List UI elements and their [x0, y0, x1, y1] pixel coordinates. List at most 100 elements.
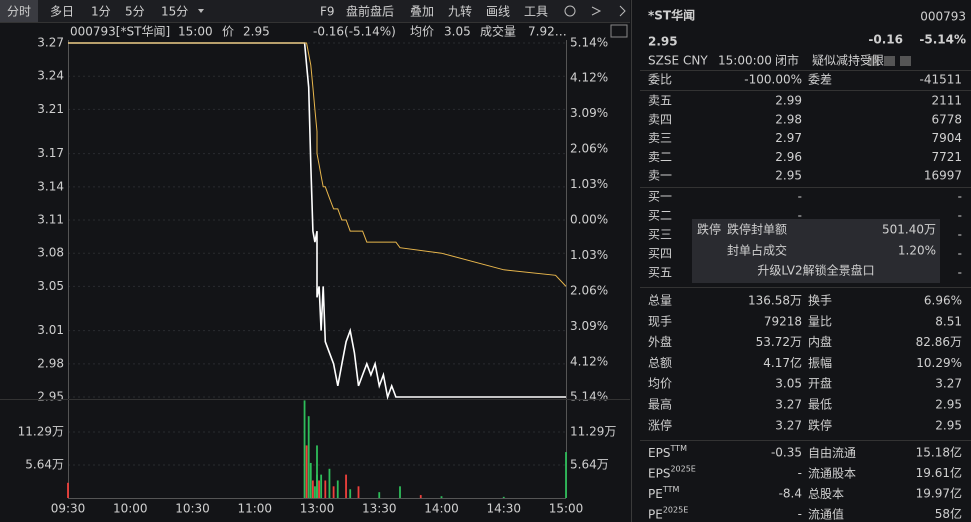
volume-bar: [345, 474, 347, 498]
fund-label: 流通值: [808, 506, 844, 521]
upgrade-link[interactable]: 升级LV2解锁全景盘口: [757, 263, 874, 278]
y-tick-label: 3.27: [37, 36, 64, 50]
value: -100.00%: [744, 73, 802, 87]
toolbar-tab[interactable]: 1分: [91, 5, 111, 19]
volume-bar: [332, 486, 335, 498]
level-volume: 16997: [924, 169, 962, 183]
stat-value: 53.72万: [756, 335, 802, 349]
stock-code: 000793: [920, 10, 966, 24]
stat-value: 3.27: [775, 418, 802, 432]
limit-value: 501.40万: [882, 223, 936, 237]
stat-label: 最低: [808, 398, 832, 412]
level-label: 买二: [648, 209, 672, 223]
expand-icon[interactable]: [619, 5, 626, 17]
fund-label-sup: 2025E: [663, 505, 688, 514]
edit-icon[interactable]: [900, 56, 911, 66]
fund-label-main: 总股本: [808, 487, 844, 501]
volume-bar: [328, 468, 331, 498]
fund-value: 19.61亿: [916, 465, 962, 480]
quote-info: SZSE: [648, 54, 679, 68]
header-value: 成交量: [480, 24, 516, 39]
toolbar-button[interactable]: 工具: [524, 5, 548, 19]
toolbar-button[interactable]: 九转: [448, 4, 472, 19]
y2-tick-label: 1.03%: [570, 248, 608, 262]
quote-info: 15:00:00: [718, 54, 772, 68]
level-label: 买三: [648, 228, 672, 242]
level-volume: -: [958, 266, 962, 280]
level-label: 买五: [648, 266, 672, 280]
toolbar-button[interactable]: F9: [320, 5, 335, 19]
fund-label: 总股本: [808, 487, 844, 501]
stat-label: 现手: [648, 314, 672, 328]
y-tick-label: 2.98: [37, 356, 64, 370]
stat-label: 外盘: [648, 334, 672, 349]
toolbar-tab[interactable]: 分时: [7, 5, 31, 19]
y2-tick-label: 4.12%: [570, 71, 608, 85]
x-tick-label: 10:30: [175, 502, 210, 516]
volume-bar: [324, 480, 327, 498]
settings-icon[interactable]: [564, 5, 576, 17]
level-label: 卖五: [648, 94, 672, 108]
fund-label-main: 自由流通: [808, 446, 856, 460]
volume-bar: [399, 486, 401, 498]
stat-value: 3.05: [775, 377, 802, 391]
volume-bar: [320, 474, 323, 498]
level-price: 2.99: [775, 94, 802, 108]
stat-value: 8.51: [935, 314, 962, 328]
stat-value: 2.95: [935, 398, 962, 412]
x-tick-label: 10:00: [113, 502, 148, 516]
fund-label: PE2025E: [648, 505, 688, 521]
y-tick-label: 3.14: [37, 179, 64, 193]
stat-value: 2.95: [935, 418, 962, 432]
limit-label: 跌停封单额: [727, 222, 787, 237]
edit-icon[interactable]: [884, 56, 895, 66]
stat-label: 总额: [648, 356, 672, 370]
level-volume: 7721: [931, 150, 962, 164]
level-volume: 7904: [931, 131, 962, 145]
volume-bar: [303, 400, 306, 498]
change: -0.16: [868, 33, 903, 47]
y2-tick-label: 4.12%: [570, 354, 608, 368]
wp-badge[interactable]: [610, 24, 628, 38]
price-line: [68, 42, 567, 287]
level-volume: -: [958, 247, 962, 261]
tab-selected[interactable]: [0, 0, 38, 22]
y-tick-label: 3.21: [37, 102, 64, 116]
volume-tick-label: 5.64万: [570, 458, 609, 472]
x-tick-label: 11:00: [237, 502, 272, 516]
limit-value: 1.20%: [898, 244, 936, 258]
stat-value: 10.29%: [916, 356, 962, 370]
fund-label-main: 流通股本: [808, 466, 856, 480]
toolbar-tab[interactable]: 15分: [161, 5, 188, 19]
edit-icon[interactable]: [868, 56, 879, 66]
volume-bar: [357, 486, 360, 498]
stat-label: 量比: [808, 314, 832, 328]
quote-info: 疑似减持受限: [812, 53, 884, 68]
stat-value: 4.17亿: [763, 355, 802, 370]
header-value: -0.16(-5.14%): [313, 25, 396, 39]
y2-tick-label: 3.09%: [570, 319, 608, 333]
level-price: -: [798, 209, 802, 223]
toolbar-button[interactable]: 画线: [486, 5, 510, 19]
y-tick-label: 3.08: [37, 246, 64, 260]
y2-tick-label: 3.09%: [570, 106, 608, 120]
fund-value: -: [798, 466, 802, 480]
x-tick-label: 13:30: [362, 502, 397, 516]
header-label: 均价: [410, 25, 434, 39]
share-icon[interactable]: [591, 6, 602, 16]
toolbar-button[interactable]: 盘前盘后: [346, 4, 394, 19]
volume-bar: [565, 452, 567, 498]
volume-bar: [314, 486, 316, 498]
x-tick-label: 14:00: [424, 502, 459, 516]
fund-value: 15.18亿: [916, 445, 962, 460]
y-tick-label: 2.95: [37, 390, 64, 404]
dropdown-icon[interactable]: [198, 9, 204, 13]
fund-value: 58亿: [935, 506, 962, 521]
level-volume: 6778: [931, 112, 962, 126]
toolbar-tab[interactable]: 多日: [50, 5, 74, 19]
volume-bar: [311, 480, 314, 498]
volume-bar: [502, 496, 505, 498]
toolbar-button[interactable]: 叠加: [410, 5, 434, 19]
toolbar-tab[interactable]: 5分: [125, 5, 145, 19]
